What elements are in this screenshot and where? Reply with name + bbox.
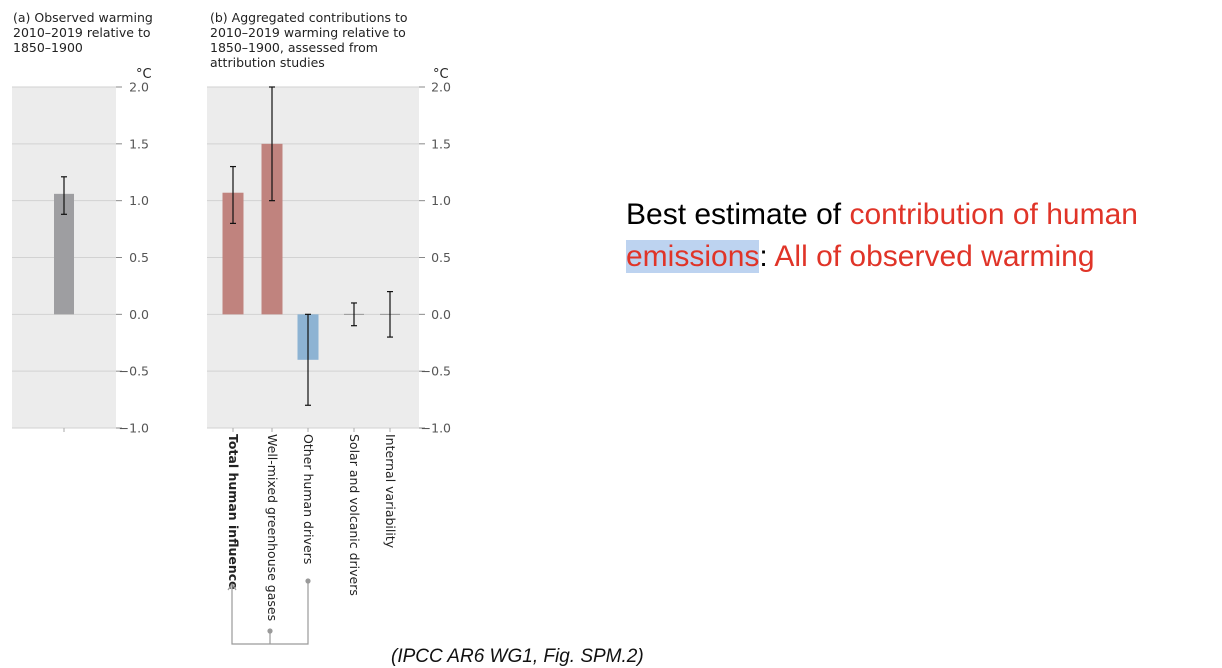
headline-part-5: All of observed warming — [774, 240, 1095, 273]
category-label: Total human influence — [226, 434, 241, 590]
category-label: Internal variability — [383, 434, 398, 549]
headline-part-1: Best estimate of — [626, 198, 850, 231]
bracket-node-ghg — [267, 628, 273, 634]
citation: (IPCC AR6 WG1, Fig. SPM.2) — [391, 646, 644, 667]
panel-a-title-line: (a) Observed warming — [13, 10, 153, 25]
category-label: Solar and volcanic drivers — [347, 434, 362, 596]
panel-b-title: (b) Aggregated contributions to 2010–201… — [210, 10, 408, 70]
y-tick-label: −1.0 — [421, 421, 451, 436]
panel-b-title-line: 1850–1900, assessed from — [210, 40, 378, 55]
y-tick-label: 2.0 — [431, 80, 451, 95]
y-tick-label: −0.5 — [119, 364, 149, 379]
panel-a-title-line: 2010–2019 relative to — [13, 25, 151, 40]
panel-b-title-line: (b) Aggregated contributions to — [210, 10, 408, 25]
panel-b-y-ticks: 2.0 1.5 1.0 0.5 0.0 −0.5 −1.0 — [419, 80, 451, 436]
y-tick-label: 1.0 — [129, 193, 149, 208]
y-tick-label: 0.5 — [431, 250, 451, 265]
y-tick-label: 1.0 — [431, 193, 451, 208]
y-tick-label: 1.5 — [431, 136, 451, 151]
panel-a-title-line: 1850–1900 — [13, 40, 83, 55]
y-tick-label: 0.0 — [431, 307, 451, 322]
category-label: Well-mixed greenhouse gases — [265, 434, 280, 621]
category-label: Other human drivers — [301, 434, 316, 564]
y-tick-label: −0.5 — [421, 364, 451, 379]
panel-a-title: (a) Observed warming 2010–2019 relative … — [13, 10, 153, 55]
panel-b-bars — [222, 86, 400, 432]
y-tick-label: 0.0 — [129, 307, 149, 322]
headline-part-4: : — [759, 240, 775, 273]
y-tick-label: 0.5 — [129, 250, 149, 265]
bar-total-human-influence — [222, 192, 244, 315]
y-tick-label: 2.0 — [129, 80, 149, 95]
bar-observed-warming — [54, 193, 74, 315]
headline-part-2: contribution of human — [849, 198, 1138, 231]
bracket-node-other — [305, 578, 311, 584]
panel-a-unit-label: °C — [136, 67, 152, 82]
panel-b-title-line: attribution studies — [210, 55, 325, 70]
bar-well-mixed-greenhouse-gases — [261, 143, 283, 315]
headline-line-1: Best estimate of contribution of human — [626, 194, 1138, 236]
y-tick-label: −1.0 — [119, 421, 149, 436]
y-tick-label: 1.5 — [129, 136, 149, 151]
headline-highlighted-word: emissions — [626, 240, 760, 273]
panel-a-y-ticks: 2.0 1.5 1.0 0.5 0.0 −0.5 −1.0 — [116, 80, 149, 436]
panel-a-bars — [54, 176, 74, 432]
panel-b-title-line: 2010–2019 warming relative to — [210, 25, 406, 40]
headline: Best estimate of contribution of human e… — [626, 194, 1138, 278]
panel-b-unit-label: °C — [433, 67, 449, 82]
headline-line-2: emissions: All of observed warming — [626, 236, 1138, 278]
panel-b-category-labels: Total human influence Well-mixed greenhou… — [226, 434, 398, 621]
aggregation-bracket — [227, 582, 309, 645]
